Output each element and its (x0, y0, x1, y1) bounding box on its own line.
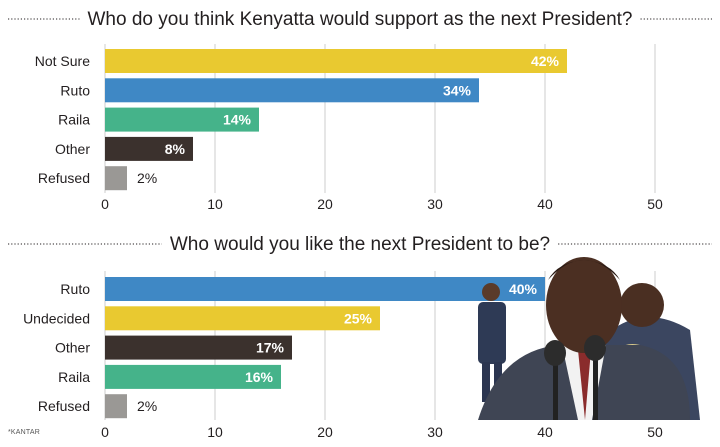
tick-label: 50 (647, 196, 663, 212)
data-label: 2% (137, 170, 157, 186)
category-label: Other (55, 340, 90, 356)
data-label: 40% (509, 281, 538, 297)
tick-label: 0 (101, 196, 109, 212)
data-label: 2% (137, 398, 157, 414)
microphone-icon (544, 335, 606, 420)
category-label: Ruto (60, 82, 90, 98)
bar-other (105, 136, 193, 161)
politicians-photo-icon (478, 257, 700, 420)
bar-raila (105, 364, 281, 389)
tick-label: 50 (647, 424, 663, 440)
tick-label: 40 (537, 196, 553, 212)
bar-not-sure (105, 49, 567, 73)
bar-raila (105, 107, 259, 132)
category-label: Not Sure (35, 53, 90, 69)
chart-title: Who do you think Kenyatta would support … (88, 9, 633, 30)
bar-refused (105, 166, 127, 191)
bar-ruto (105, 277, 545, 301)
category-label: Refused (38, 170, 90, 186)
tick-label: 0 (101, 424, 109, 440)
tick-label: 10 (207, 424, 223, 440)
bar-ruto (105, 78, 479, 103)
bar-undecided (105, 306, 380, 331)
person-center-figure (478, 257, 690, 420)
category-label: Raila (58, 112, 90, 128)
tick-label: 30 (427, 196, 443, 212)
data-label: 16% (245, 369, 274, 385)
source-note: *KANTAR (8, 429, 40, 436)
chart-panel-2: Who would you like the next President to… (8, 234, 712, 440)
tick-label: 40 (537, 424, 553, 440)
bar-other (105, 335, 292, 360)
data-label: 42% (531, 53, 560, 69)
category-label: Refused (38, 398, 90, 414)
chart-title: Who would you like the next President to… (170, 234, 550, 255)
data-label: 14% (223, 112, 252, 128)
category-label: Raila (58, 369, 90, 385)
category-label: Other (55, 141, 90, 157)
tick-label: 10 (207, 196, 223, 212)
data-label: 25% (344, 310, 373, 326)
data-label: 17% (256, 340, 285, 356)
bar-refused (105, 394, 127, 419)
tick-label: 30 (427, 424, 443, 440)
data-label: 8% (165, 141, 186, 157)
tick-label: 20 (317, 424, 333, 440)
data-label: 34% (443, 82, 472, 98)
chart-panel-1: Who do you think Kenyatta would support … (8, 9, 712, 212)
category-label: Ruto (60, 281, 90, 297)
tick-label: 20 (317, 196, 333, 212)
category-label: Undecided (23, 310, 90, 326)
